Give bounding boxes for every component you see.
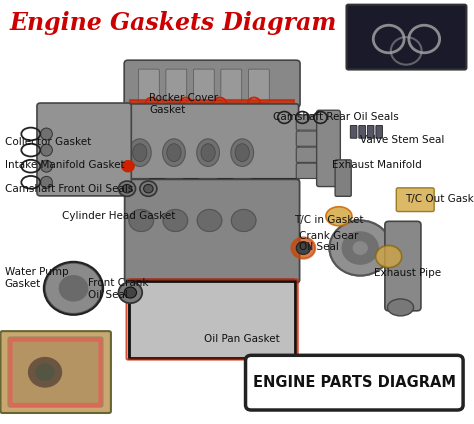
Ellipse shape bbox=[235, 144, 249, 162]
FancyBboxPatch shape bbox=[127, 178, 298, 184]
FancyBboxPatch shape bbox=[166, 69, 187, 102]
Text: ENGINE PARTS DIAGRAM: ENGINE PARTS DIAGRAM bbox=[253, 375, 456, 390]
FancyBboxPatch shape bbox=[8, 337, 103, 407]
Text: Water Pump
Gasket: Water Pump Gasket bbox=[5, 267, 68, 288]
FancyBboxPatch shape bbox=[221, 69, 242, 102]
FancyBboxPatch shape bbox=[296, 147, 320, 162]
FancyBboxPatch shape bbox=[296, 131, 320, 146]
FancyBboxPatch shape bbox=[296, 163, 320, 179]
Circle shape bbox=[140, 181, 157, 196]
FancyBboxPatch shape bbox=[130, 100, 294, 105]
Circle shape bbox=[129, 209, 154, 232]
FancyBboxPatch shape bbox=[124, 60, 300, 107]
Ellipse shape bbox=[40, 144, 53, 156]
Ellipse shape bbox=[128, 139, 151, 166]
FancyBboxPatch shape bbox=[0, 331, 111, 413]
FancyBboxPatch shape bbox=[385, 221, 421, 311]
FancyBboxPatch shape bbox=[350, 126, 357, 138]
Ellipse shape bbox=[40, 176, 53, 188]
Ellipse shape bbox=[40, 160, 53, 172]
Circle shape bbox=[329, 220, 391, 276]
FancyBboxPatch shape bbox=[125, 179, 300, 283]
Text: Oil Pan Gasket: Oil Pan Gasket bbox=[204, 334, 280, 344]
Text: T/C Out Gasket: T/C Out Gasket bbox=[405, 194, 474, 204]
Circle shape bbox=[124, 287, 137, 298]
Text: Camshaft Front Oil Seals: Camshaft Front Oil Seals bbox=[5, 184, 133, 194]
Circle shape bbox=[342, 232, 378, 264]
Text: Engine Gaskets Diagram: Engine Gaskets Diagram bbox=[9, 11, 337, 35]
FancyBboxPatch shape bbox=[233, 179, 251, 183]
Text: T/C in Gasket: T/C in Gasket bbox=[294, 215, 364, 226]
FancyBboxPatch shape bbox=[317, 110, 340, 187]
Circle shape bbox=[45, 263, 102, 314]
Text: Crank Gear
Oil Seal: Crank Gear Oil Seal bbox=[299, 231, 358, 252]
Circle shape bbox=[118, 181, 136, 196]
Circle shape bbox=[118, 282, 142, 303]
Ellipse shape bbox=[231, 139, 254, 166]
Circle shape bbox=[296, 242, 310, 254]
Text: Valve Stem Seal: Valve Stem Seal bbox=[360, 135, 445, 145]
Circle shape bbox=[144, 184, 153, 193]
Ellipse shape bbox=[197, 139, 219, 166]
FancyBboxPatch shape bbox=[248, 69, 269, 102]
FancyBboxPatch shape bbox=[37, 103, 131, 196]
FancyBboxPatch shape bbox=[126, 104, 299, 182]
Ellipse shape bbox=[167, 144, 181, 162]
FancyBboxPatch shape bbox=[376, 126, 383, 138]
FancyBboxPatch shape bbox=[165, 179, 183, 183]
FancyBboxPatch shape bbox=[346, 5, 466, 70]
Circle shape bbox=[122, 184, 132, 193]
Circle shape bbox=[122, 161, 134, 172]
FancyBboxPatch shape bbox=[193, 69, 214, 102]
Text: Intake Manifold Gasket: Intake Manifold Gasket bbox=[5, 160, 124, 170]
Text: Exhaust Manifold: Exhaust Manifold bbox=[332, 160, 421, 170]
Circle shape bbox=[163, 209, 188, 232]
FancyBboxPatch shape bbox=[296, 115, 320, 130]
Circle shape bbox=[28, 357, 62, 387]
Circle shape bbox=[197, 209, 222, 232]
Text: Cylinder Head Gasket: Cylinder Head Gasket bbox=[62, 211, 175, 221]
FancyBboxPatch shape bbox=[246, 355, 463, 410]
Text: Exhaust Pipe: Exhaust Pipe bbox=[374, 268, 442, 279]
Circle shape bbox=[353, 242, 367, 254]
Text: Camshaft Rear Oil Seals: Camshaft Rear Oil Seals bbox=[273, 112, 398, 122]
Ellipse shape bbox=[133, 144, 147, 162]
Circle shape bbox=[36, 364, 55, 381]
FancyBboxPatch shape bbox=[131, 179, 149, 183]
FancyBboxPatch shape bbox=[199, 179, 217, 183]
Ellipse shape bbox=[326, 207, 352, 226]
FancyBboxPatch shape bbox=[367, 126, 374, 138]
Ellipse shape bbox=[387, 299, 413, 316]
Text: Front Crank
Oil Seal: Front Crank Oil Seal bbox=[88, 279, 148, 300]
Ellipse shape bbox=[40, 128, 53, 140]
Text: Rocker Cover
Gasket: Rocker Cover Gasket bbox=[149, 93, 219, 114]
FancyBboxPatch shape bbox=[396, 188, 434, 212]
Ellipse shape bbox=[163, 139, 185, 166]
Text: Collector Gasket: Collector Gasket bbox=[5, 137, 91, 147]
Circle shape bbox=[231, 209, 256, 232]
Ellipse shape bbox=[375, 245, 401, 268]
Circle shape bbox=[292, 237, 315, 259]
Circle shape bbox=[59, 276, 88, 301]
Ellipse shape bbox=[201, 144, 215, 162]
FancyBboxPatch shape bbox=[129, 279, 296, 359]
FancyBboxPatch shape bbox=[335, 160, 351, 196]
FancyBboxPatch shape bbox=[359, 126, 365, 138]
FancyBboxPatch shape bbox=[138, 69, 159, 102]
